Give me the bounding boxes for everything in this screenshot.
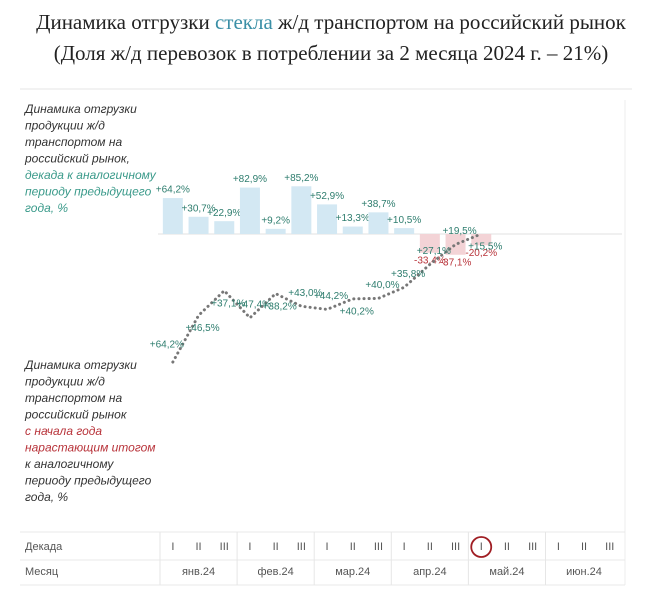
- value-label: +64,2%: [150, 340, 184, 351]
- title-part: стекла: [215, 10, 274, 34]
- value-label: -33,4%: [414, 255, 446, 266]
- bar: [368, 212, 389, 234]
- decade-label: II: [195, 541, 201, 553]
- value-label: +15,5%: [468, 242, 502, 253]
- annotation-line: периоду предыдущего: [25, 474, 152, 488]
- decade-label: III: [528, 541, 537, 553]
- annotation-line: к аналогичному: [25, 457, 114, 471]
- annotation-line: транспортом на: [25, 135, 122, 149]
- value-label: +46,5%: [185, 323, 219, 334]
- annotation-line: года, %: [25, 490, 68, 504]
- title-part: Динамика отгрузки: [36, 10, 215, 34]
- line: [171, 232, 483, 364]
- annotation-line: года, %: [25, 201, 68, 215]
- value-label: +9,2%: [261, 215, 290, 226]
- decade-label: I: [171, 541, 174, 553]
- decade-label: II: [350, 541, 356, 553]
- month-label: мар.24: [335, 566, 370, 578]
- annotation-line: транспортом на: [25, 391, 122, 405]
- value-label: +52,9%: [310, 191, 344, 202]
- decade-label: III: [220, 541, 229, 553]
- title-part: ж/д транспортом на российский рынок: [273, 10, 627, 34]
- annotation-line: продукции ж/д: [25, 375, 105, 389]
- decade-label: I: [403, 541, 406, 553]
- value-label: +10,5%: [387, 215, 421, 226]
- annotation-line: российский рынок: [24, 408, 128, 422]
- bar: [419, 234, 440, 253]
- bar: [162, 198, 183, 234]
- current-decade: [470, 536, 493, 558]
- value-label: +27,1%: [417, 246, 451, 257]
- value-label: +64,2%: [156, 185, 190, 196]
- value-label: +37,1%: [211, 298, 245, 309]
- chart-title: Динамика отгрузки стекла ж/д транспортом…: [36, 10, 627, 34]
- value-label: +19,5%: [442, 226, 476, 237]
- bar: [291, 186, 312, 234]
- bar: [317, 204, 338, 234]
- value-label: -20,2%: [465, 248, 497, 259]
- annotation-line: с начала года: [25, 424, 102, 438]
- annotation-line: российский рынок,: [24, 152, 130, 166]
- bar: [265, 228, 286, 234]
- annotation-line: нарастающим итогом: [25, 441, 156, 455]
- decade-label: II: [504, 541, 510, 553]
- value-label: +13,3%: [336, 213, 370, 224]
- row-label: Декада: [25, 541, 63, 553]
- value-label: +47,4%: [237, 299, 271, 310]
- month-label: янв.24: [182, 566, 215, 578]
- annotation-line: периоду предыдущего: [25, 185, 152, 199]
- value-label: -37,1%: [440, 257, 472, 268]
- bar: [394, 228, 415, 234]
- decade-label: III: [374, 541, 383, 553]
- decade-label: II: [273, 541, 279, 553]
- value-label: +38,7%: [361, 199, 395, 210]
- value-label: +44,2%: [314, 291, 348, 302]
- month-label: июн.24: [566, 566, 602, 578]
- value-label: +82,9%: [233, 174, 267, 185]
- bar: [188, 216, 209, 234]
- decade-label: III: [297, 541, 306, 553]
- decade-label: II: [427, 541, 433, 553]
- value-label: +85,2%: [284, 173, 318, 184]
- decade-label: I: [480, 541, 483, 553]
- value-label: +43,0%: [288, 288, 322, 299]
- value-label: +40,0%: [365, 280, 399, 291]
- value-label: +40,2%: [340, 307, 374, 318]
- month-label: апр.24: [413, 566, 446, 578]
- annotation-line: Динамика отгрузки: [23, 102, 137, 116]
- bar: [471, 234, 492, 246]
- value-label: +38,2%: [263, 301, 297, 312]
- value-label: +22,9%: [207, 208, 241, 219]
- value-label: +35,8%: [391, 269, 425, 280]
- bar: [342, 226, 363, 234]
- decade-label: II: [581, 541, 587, 553]
- value-label: +30,7%: [181, 203, 215, 214]
- annotation-line: декада к аналогичному: [25, 168, 157, 182]
- month-label: фев.24: [257, 566, 293, 578]
- bar: [214, 221, 235, 234]
- row-label: Месяц: [25, 566, 59, 578]
- decade-label: I: [557, 541, 560, 553]
- month-label: май.24: [489, 566, 524, 578]
- decade-label: I: [248, 541, 251, 553]
- decade-label: III: [451, 541, 460, 553]
- bar: [239, 187, 260, 234]
- annotation-line: Динамика отгрузки: [23, 358, 137, 372]
- decade-label: III: [605, 541, 614, 553]
- chart-subtitle: (Доля ж/д перевозок в потреблении за 2 м…: [54, 41, 609, 65]
- annotation-line: продукции ж/д: [25, 119, 105, 133]
- decade-label: I: [326, 541, 329, 553]
